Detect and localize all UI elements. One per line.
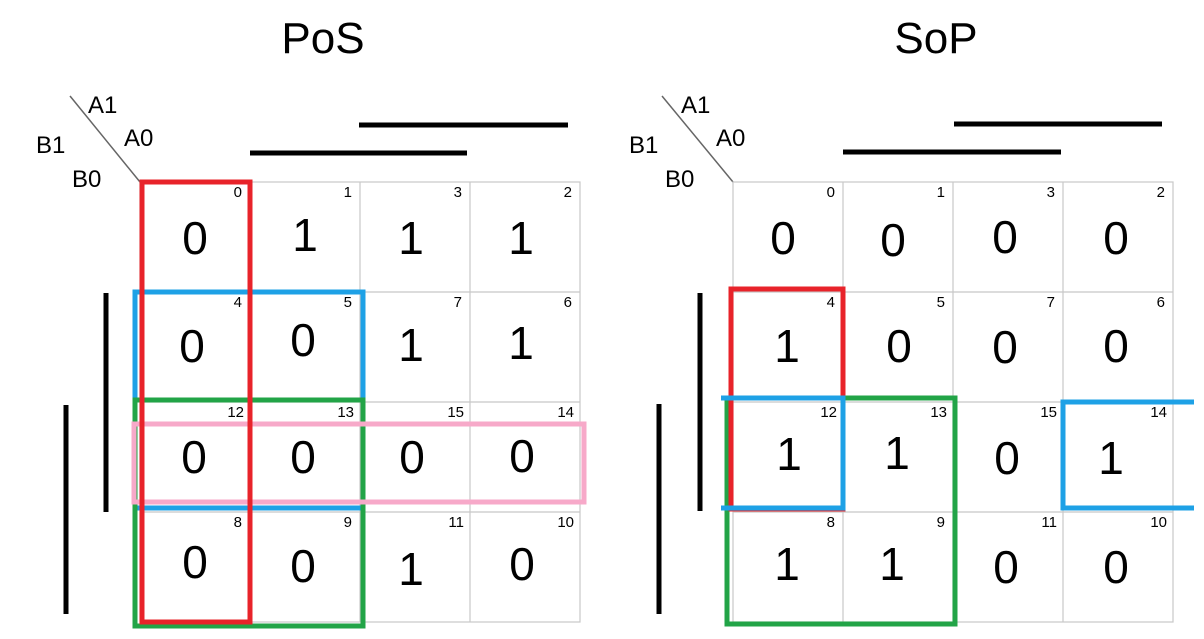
sop-cell-value: 0 [992,321,1018,373]
pos-cell-value: 1 [292,209,318,261]
pos-cell-index: 2 [564,184,572,201]
pos-cell-value: 0 [179,320,205,372]
pos-var-a0: A0 [124,125,153,152]
sop-cell-index: 13 [930,404,947,421]
pos-cell-index: 8 [234,514,242,531]
pos-cell-index: 6 [564,294,572,311]
pos-var-b1: B1 [36,132,65,159]
sop-cell-index: 12 [820,404,837,421]
sop-cell-value: 0 [1103,212,1129,264]
sop-cell-index: 7 [1047,294,1055,311]
sop-cell-value: 0 [880,214,906,266]
sop-cell-index: 2 [1157,184,1165,201]
sop-cell-value: 0 [992,211,1018,263]
pos-group-red [139,179,253,625]
sop-cell-index: 3 [1047,184,1055,201]
pos-cell-index: 13 [337,404,354,421]
pos-cell-value: 0 [509,430,535,482]
pos-title: PoS [281,14,364,63]
pos-cell-index: 11 [448,514,464,531]
pos-cell-index: 7 [454,294,462,311]
sop-cell-value: 0 [1103,320,1129,372]
sop-var-a0: A0 [716,125,745,152]
pos-corner-divider [69,95,141,183]
pos-cell-index: 14 [557,404,574,421]
pos-cell-index: 1 [344,184,352,201]
sop-cell-index: 6 [1157,294,1165,311]
pos-cell-index: 15 [447,404,464,421]
pos-cell-value: 0 [182,212,208,264]
sop-group-blue [721,395,1194,511]
pos-cell-value: 0 [509,538,535,590]
sop-cell-index: 15 [1040,404,1057,421]
sop-var-b0: B0 [665,166,694,193]
pos-cell-value: 0 [182,536,208,588]
pos-cell-index: 3 [454,184,462,201]
sop-cell-index: 8 [827,514,835,531]
pos-cell-index: 9 [344,514,352,531]
pos-cell-value: 1 [508,317,534,369]
sop-cell-value: 0 [886,320,912,372]
pos-cell-value: 0 [181,431,207,483]
pos-cell-value: 0 [399,431,425,483]
sop-cell-value: 0 [993,541,1019,593]
pos-cell-value: 1 [398,212,424,264]
pos-cell-value: 0 [290,314,316,366]
sop-cell-index: 14 [1150,404,1167,421]
pos-cell-value: 1 [508,212,534,264]
sop-cell-value: 1 [774,320,800,372]
pos-cell-index: 12 [227,404,244,421]
sop-cell-value: 1 [776,428,802,480]
pos-cell-index: 0 [234,184,242,201]
sop-cell-index: 9 [937,514,945,531]
pos-cell-value: 0 [290,431,316,483]
sop-cell-index: 5 [937,294,945,311]
pos-cell-value: 1 [398,319,424,371]
sop-title: SoP [894,14,977,63]
sop-cell-index: 11 [1041,514,1057,531]
sop-corner-divider [661,95,734,183]
sop-cell-value: 1 [774,538,800,590]
pos-cell-index: 10 [557,514,574,531]
pos-cell-index: 5 [344,294,352,311]
sop-var-b1: B1 [629,132,658,159]
pos-group-pink [131,421,587,505]
sop-cell-index: 1 [937,184,945,201]
pos-var-b0: B0 [72,166,101,193]
sop-cell-value: 0 [1103,541,1129,593]
sop-cell-value: 0 [770,212,796,264]
pos-cell-index: 4 [234,294,242,311]
sop-cell-value: 1 [884,427,910,479]
sop-cell-value: 1 [879,538,905,590]
sop-cell-value: 1 [1098,432,1124,484]
sop-cell-index: 0 [827,184,835,201]
sop-var-a1: A1 [681,92,710,119]
pos-map: PoS A1 A0 B1 B0 0 0 1 1 3 1 2 1 4 [36,14,587,629]
pos-cell-value: 1 [398,543,424,595]
pos-cell-value: 0 [290,540,316,592]
sop-map: SoP A1 A0 B1 B0 0 0 1 0 3 0 2 0 4 1 5 [629,14,1194,627]
sop-cell-index: 10 [1150,514,1167,531]
pos-var-a1: A1 [88,92,117,119]
sop-cell-value: 0 [994,432,1020,484]
sop-cell-index: 4 [827,294,835,311]
